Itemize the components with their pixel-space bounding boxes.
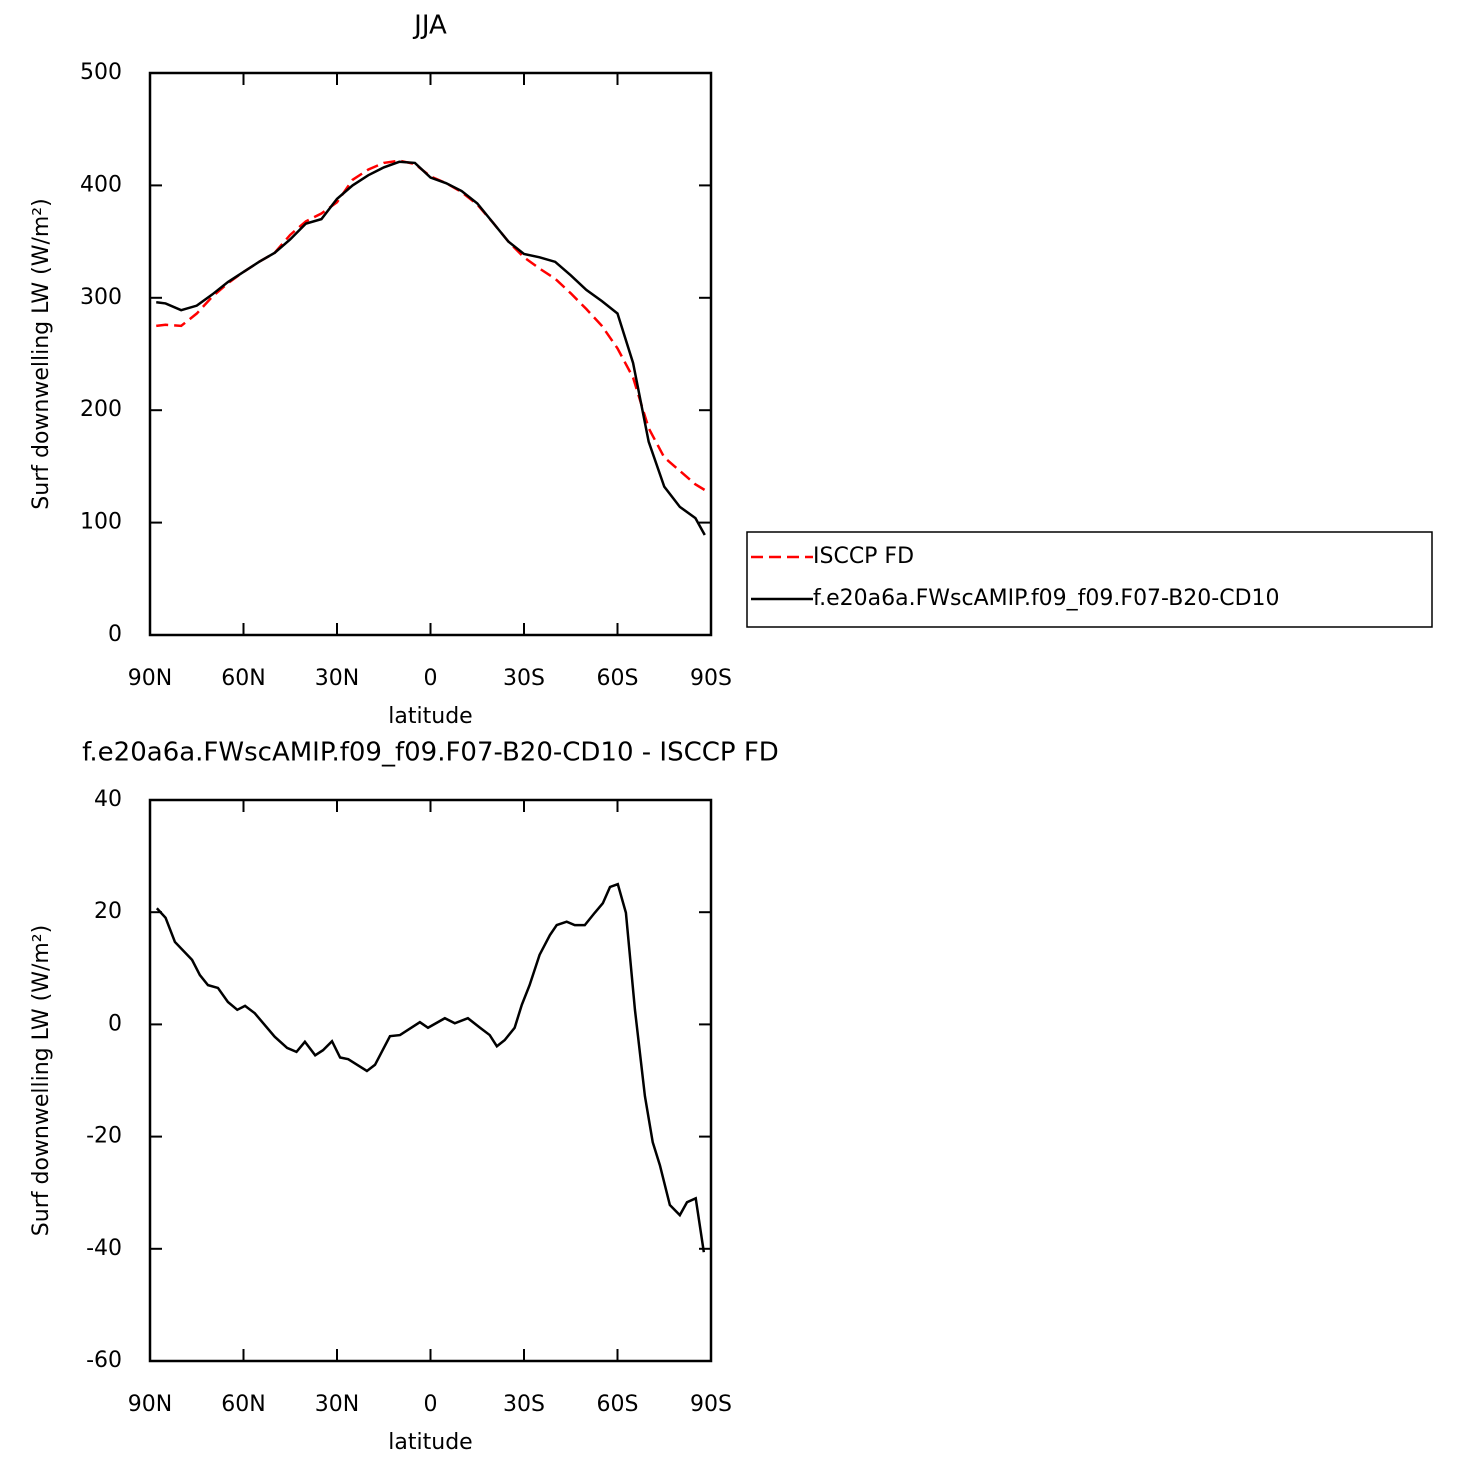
y-tick-label: 40 [94,787,122,812]
x-tick-label: 90N [128,1392,172,1417]
legend-label: f.e20a6a.FWscAMIP.f09_f09.F07-B20-CD10 [813,586,1280,611]
x-tick-label: 0 [424,666,438,691]
data-line [156,160,706,536]
legend-label: ISCCP FD [813,544,914,569]
data-line [156,159,706,492]
legend-box [746,531,1433,628]
x-tick-label: 60S [597,666,639,691]
y-tick-label: 400 [80,172,122,197]
chart-title: JJA [412,11,447,41]
data-line [155,882,706,1253]
x-tick-label: 90S [690,1392,732,1417]
y-tick-label: 20 [94,899,122,924]
x-tick-label: 30S [503,666,545,691]
y-axis-label: Surf downwelling LW (W/m²) [29,925,54,1236]
x-tick-label: 60N [221,1392,265,1417]
y-axis-label: Surf downwelling LW (W/m²) [29,198,54,509]
y-tick-label: 100 [80,510,122,535]
x-tick-label: 60N [221,666,265,691]
chart-title: f.e20a6a.FWscAMIP.f09_f09.F07-B20-CD10 -… [82,738,779,768]
x-tick-label: 30N [315,666,359,691]
y-tick-label: 300 [80,285,122,310]
y-tick-label: 0 [108,1011,122,1036]
x-axis-label: latitude [388,704,472,729]
y-tick-label: 200 [80,397,122,422]
y-tick-label: -60 [86,1348,122,1373]
y-tick-label: -40 [86,1236,122,1261]
x-tick-label: 0 [424,1392,438,1417]
y-tick-label: 500 [80,60,122,85]
x-axis-label: latitude [388,1430,472,1455]
y-tick-label: 0 [108,622,122,647]
x-tick-label: 90N [128,666,172,691]
x-tick-label: 60S [597,1392,639,1417]
y-tick-label: -20 [86,1124,122,1149]
plot-frame [148,798,713,1363]
plot-frame [148,71,713,637]
x-tick-label: 90S [690,666,732,691]
x-tick-label: 30N [315,1392,359,1417]
x-tick-label: 30S [503,1392,545,1417]
